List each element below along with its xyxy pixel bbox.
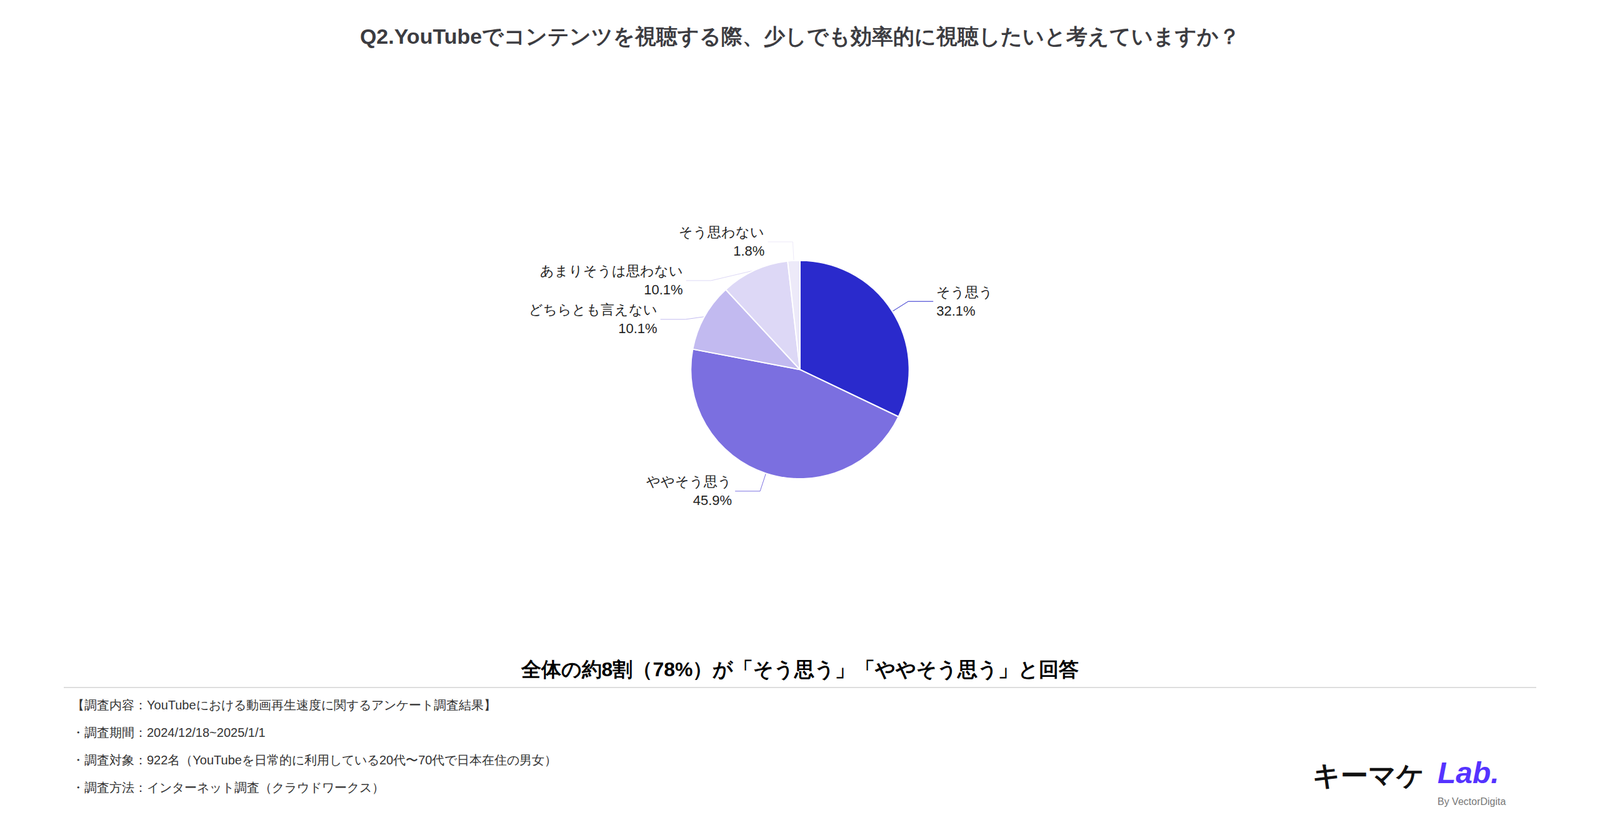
svg-text:10.1%: 10.1% <box>643 281 683 298</box>
svg-text:ややそう思う: ややそう思う <box>646 473 732 490</box>
svg-text:あまりそうは思わない: あまりそうは思わない <box>540 263 684 279</box>
svg-text:【調査内容：YouTubeにおける動画再生速度に関するアンケ: 【調査内容：YouTubeにおける動画再生速度に関するアンケート調査結果】 <box>71 698 497 712</box>
svg-text:Q2.YouTubeでコンテンツを視聴する際、少しでも効率的: Q2.YouTubeでコンテンツを視聴する際、少しでも効率的に視聴したいと考えて… <box>360 24 1240 49</box>
svg-text:1.8%: 1.8% <box>733 243 765 259</box>
svg-text:全体の約8割（78%）が「そう思う」「ややそう思う」と回答: 全体の約8割（78%）が「そう思う」「ややそう思う」と回答 <box>520 658 1080 681</box>
svg-text:10.1%: 10.1% <box>618 320 657 337</box>
svg-text:キーマケ: キーマケ <box>1312 760 1425 791</box>
svg-text:・調査期間：2024/12/18~2025/1/1: ・調査期間：2024/12/18~2025/1/1 <box>71 725 266 740</box>
svg-text:By VectorDigita: By VectorDigita <box>1437 796 1506 807</box>
svg-text:32.1%: 32.1% <box>936 303 975 319</box>
svg-text:そう思う: そう思う <box>936 284 994 300</box>
svg-text:どちらとも言えない: どちらとも言えない <box>528 301 658 318</box>
svg-text:そう思わない: そう思わない <box>678 224 765 240</box>
svg-text:45.9%: 45.9% <box>693 492 732 509</box>
svg-text:・調査対象：922名（YouTubeを日常的に利用している2: ・調査対象：922名（YouTubeを日常的に利用している20代〜70代で日本在… <box>71 753 557 767</box>
svg-text:Lab.: Lab. <box>1437 756 1500 790</box>
svg-text:・調査方法：インターネット調査（クラウドワークス）: ・調査方法：インターネット調査（クラウドワークス） <box>71 780 385 795</box>
